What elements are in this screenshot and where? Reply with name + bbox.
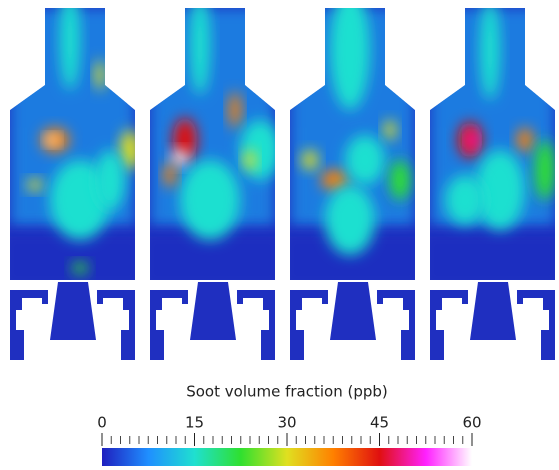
panel — [420, 0, 559, 290]
soot-blob — [46, 135, 58, 145]
soot-blob — [445, 175, 485, 225]
nozzle — [50, 282, 96, 340]
soot-blob — [480, 0, 500, 100]
soot-blob — [164, 163, 176, 187]
colorbar: 0 15 30 45 60 — [97, 414, 481, 467]
left-bracket — [10, 290, 48, 360]
soot-blob — [390, 160, 410, 200]
nozzle — [330, 282, 376, 340]
soot-blob — [535, 140, 555, 200]
lower-region — [0, 230, 145, 290]
tick-label: 45 — [370, 414, 389, 432]
soot-blob — [244, 150, 256, 170]
soot-blob — [229, 92, 241, 128]
right-bracket — [377, 290, 415, 360]
soot-blob — [384, 120, 396, 140]
right-bracket — [517, 290, 555, 360]
soot-blob — [345, 135, 385, 185]
panel — [280, 0, 425, 290]
colorbar-gradient — [102, 448, 472, 466]
soot-blob — [172, 150, 188, 166]
soot-blob — [325, 185, 375, 255]
soot-blob — [120, 130, 140, 170]
colorbar-title: Soot volume fraction (ppb) — [186, 383, 388, 401]
left-bracket — [430, 290, 468, 360]
left-bracket — [150, 290, 188, 360]
screen: Soot volume fraction (ppb) 0 15 30 45 60 — [0, 0, 559, 470]
soot-blob — [517, 128, 533, 152]
panel — [140, 0, 285, 290]
simulation-panels — [0, 0, 559, 360]
panel — [0, 0, 145, 290]
soot-blob — [467, 132, 477, 148]
nozzle — [470, 282, 516, 340]
soot-blob — [27, 179, 43, 191]
tick-label: 30 — [277, 414, 296, 432]
soot-blob — [95, 150, 125, 210]
soot-blob — [95, 60, 105, 90]
soot-blob — [302, 150, 318, 170]
soot-blob — [180, 160, 240, 240]
lower-region — [420, 230, 559, 290]
right-bracket — [97, 290, 135, 360]
nozzle — [190, 282, 236, 340]
soot-blob — [240, 120, 280, 180]
tick-label: 15 — [185, 414, 204, 432]
soot-blob — [72, 262, 88, 274]
right-bracket — [237, 290, 275, 360]
left-bracket — [290, 290, 328, 360]
tick-label: 0 — [97, 414, 107, 432]
tick-label: 60 — [462, 414, 481, 432]
